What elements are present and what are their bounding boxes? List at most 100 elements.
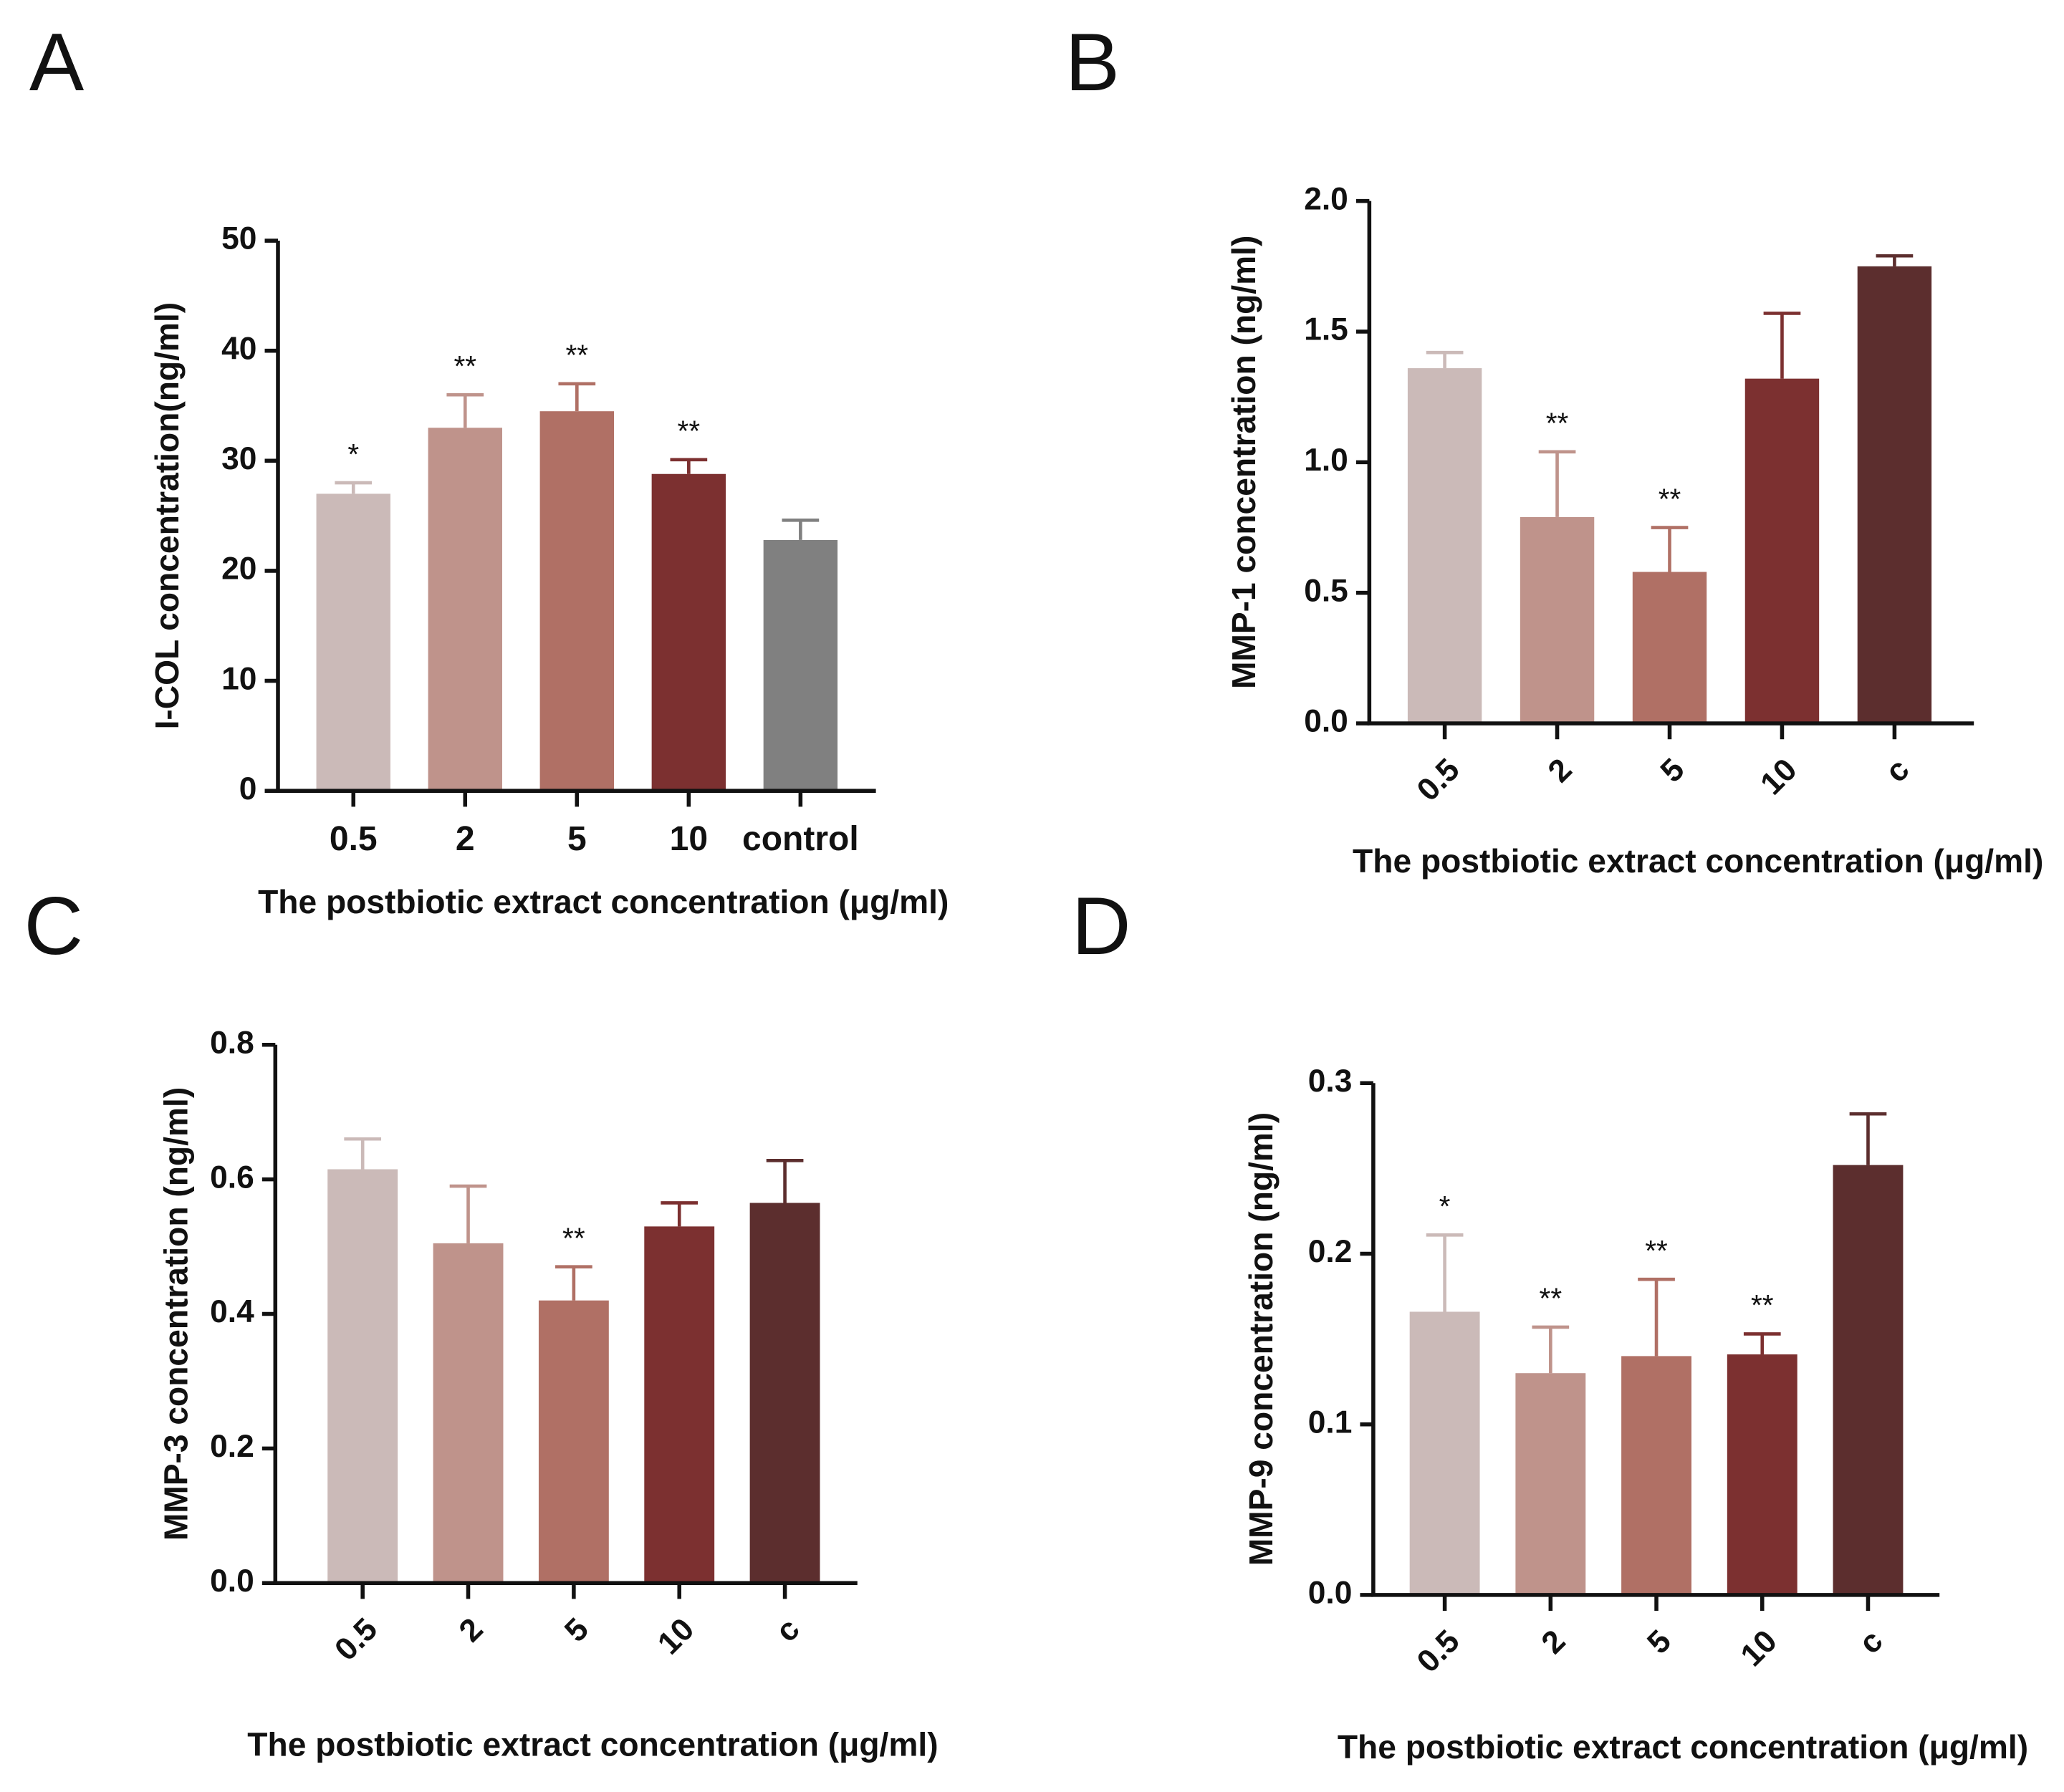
bar [644, 1226, 715, 1584]
error-bar [1876, 254, 1914, 266]
y-tick-label: 0.3 [1308, 1064, 1353, 1099]
x-tick-label: 5 [1641, 1624, 1678, 1661]
x-tick-label: 5 [567, 820, 587, 858]
significance: * [347, 438, 359, 471]
bar [1515, 1373, 1586, 1595]
y-tick-label: 0.0 [210, 1564, 254, 1599]
bar [763, 539, 838, 791]
axes [273, 1044, 858, 1586]
x-tick-label: 10 [1754, 752, 1803, 801]
x-axis-label: The postbiotic extract concentration (μg… [1338, 1728, 2028, 1765]
bar [316, 493, 390, 791]
y-tick-label: 0.2 [1308, 1234, 1353, 1269]
x-tick-label: 10 [1734, 1624, 1783, 1673]
significance: ** [1659, 482, 1681, 515]
bar [1632, 572, 1707, 724]
x-axis-label: The postbiotic extract concentration (μg… [247, 1725, 938, 1763]
y-tick-label: 0.6 [210, 1160, 254, 1195]
y-axis-label: MMP-1 concentration (ng/ml) [1225, 236, 1262, 689]
x-tick-label: 0.5 [328, 1612, 384, 1667]
y-tick-label: 0.8 [210, 1025, 254, 1060]
error-bar [1426, 1233, 1464, 1312]
y-tick-label: 10 [221, 661, 256, 696]
bar [1621, 1356, 1691, 1595]
x-tick-label: control [742, 820, 859, 858]
y-tick-label: 2.0 [1304, 181, 1348, 216]
error-bar [1532, 1325, 1570, 1374]
x-tick-label: 5 [1654, 752, 1691, 789]
bar [538, 1300, 609, 1584]
error-bar [670, 458, 708, 474]
y-tick-label: 0.2 [210, 1429, 254, 1464]
significance: ** [1645, 1234, 1668, 1267]
y-tick-label: 0.0 [1308, 1576, 1353, 1611]
x-tick-label: 0.5 [1411, 1624, 1467, 1680]
error-bar [446, 392, 484, 428]
error-bar [766, 1159, 804, 1203]
x-tick-label: 2 [1535, 1624, 1572, 1661]
x-tick-label: 5 [558, 1612, 595, 1649]
error-bar [1538, 450, 1576, 517]
bar [539, 411, 615, 791]
x-tick-label: 2 [456, 820, 475, 858]
y-axis-label: MMP-3 concentration (ng/ml) [158, 1087, 195, 1541]
y-tick-label: 40 [221, 331, 256, 366]
y-tick-label: 20 [221, 551, 256, 587]
bar [1857, 266, 1932, 724]
y-tick-label: 0.1 [1308, 1405, 1353, 1440]
bar [1833, 1165, 1904, 1595]
x-axis-label: The postbiotic extract concentration (μg… [258, 883, 949, 920]
axes [1371, 1083, 1940, 1597]
x-tick-label: 10 [651, 1612, 701, 1661]
bar [433, 1243, 504, 1584]
error-bar [449, 1184, 487, 1243]
bar [1520, 516, 1595, 724]
y-tick-label: 0.0 [1304, 704, 1348, 739]
error-bar [1426, 350, 1464, 369]
x-tick-label: 0.5 [1411, 752, 1467, 808]
x-tick-label: c [769, 1612, 807, 1649]
error-bar [661, 1201, 699, 1227]
y-tick-label: 1.0 [1304, 443, 1348, 478]
bar [327, 1169, 398, 1584]
error-bar [1763, 312, 1801, 379]
y-tick-label: 0.4 [210, 1294, 254, 1329]
error-bar [1638, 1277, 1675, 1357]
bar [1409, 1311, 1480, 1595]
error-bar [335, 481, 373, 494]
y-axis-label: I-COL concentration(ng/ml) [148, 302, 186, 730]
significance: ** [562, 1222, 585, 1255]
error-bar [1743, 1332, 1781, 1355]
bar [749, 1203, 820, 1584]
bar [1727, 1354, 1797, 1595]
x-tick-label: 0.5 [330, 820, 378, 858]
error-bar [1651, 526, 1689, 572]
significance: ** [453, 350, 476, 382]
significance: ** [678, 415, 701, 448]
significance: ** [1540, 1282, 1563, 1315]
error-bar [558, 382, 596, 412]
x-axis-label: The postbiotic extract concentration (μg… [1353, 842, 2043, 880]
error-bar [1849, 1112, 1887, 1165]
panel-label: B [1065, 16, 1120, 108]
axes [276, 241, 876, 793]
y-axis-label: MMP-9 concentration (ng/ml) [1242, 1112, 1280, 1566]
panel-label: A [29, 16, 85, 108]
x-tick-label: 10 [670, 820, 708, 858]
significance: ** [566, 339, 589, 372]
axes [1367, 201, 1974, 726]
significance: ** [1546, 407, 1569, 440]
y-tick-label: 1.5 [1304, 312, 1348, 347]
error-bar [344, 1137, 382, 1170]
x-tick-label: 2 [1542, 752, 1579, 789]
significance: * [1439, 1190, 1451, 1223]
panel-label: D [1072, 880, 1131, 972]
y-tick-label: 30 [221, 441, 256, 476]
bar [1744, 378, 1820, 724]
bar [651, 473, 726, 791]
y-tick-label: 50 [221, 221, 256, 256]
x-tick-label: c [1878, 752, 1916, 789]
x-tick-label: c [1853, 1624, 1890, 1661]
error-bar [555, 1265, 592, 1301]
